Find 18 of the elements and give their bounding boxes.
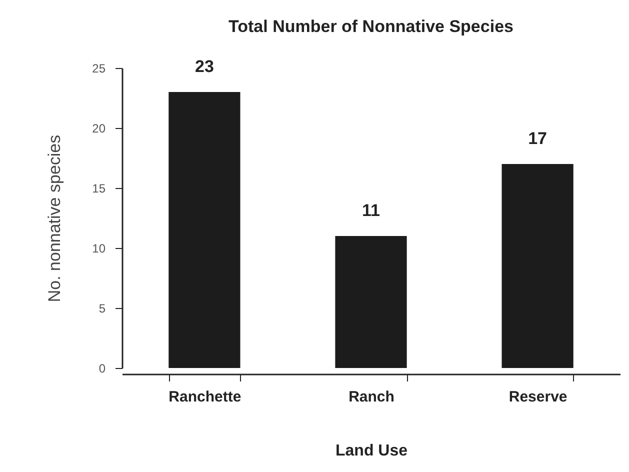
bar xyxy=(168,92,240,368)
x-tick-label: Ranchette xyxy=(168,388,242,406)
y-axis-title: No. nonnative species xyxy=(45,134,64,302)
y-tick-label: 20 xyxy=(92,122,106,136)
data-label: 11 xyxy=(362,201,380,220)
x-tick-label: Ranch xyxy=(348,388,394,406)
y-tick-label: 25 xyxy=(92,62,106,76)
bar xyxy=(335,236,407,368)
chart-title: Total Number of Nonnative Species xyxy=(228,17,514,36)
bar xyxy=(502,164,574,368)
y-tick-label: 15 xyxy=(92,182,106,196)
y-tick-label: 0 xyxy=(98,362,106,376)
y-tick-label: 10 xyxy=(92,242,106,256)
x-axis-title: Land Use xyxy=(335,442,408,460)
data-label: 17 xyxy=(528,129,548,148)
x-tick-label: Reserve xyxy=(508,388,568,406)
data-label: 23 xyxy=(194,57,214,76)
y-tick-label: 5 xyxy=(98,302,106,316)
